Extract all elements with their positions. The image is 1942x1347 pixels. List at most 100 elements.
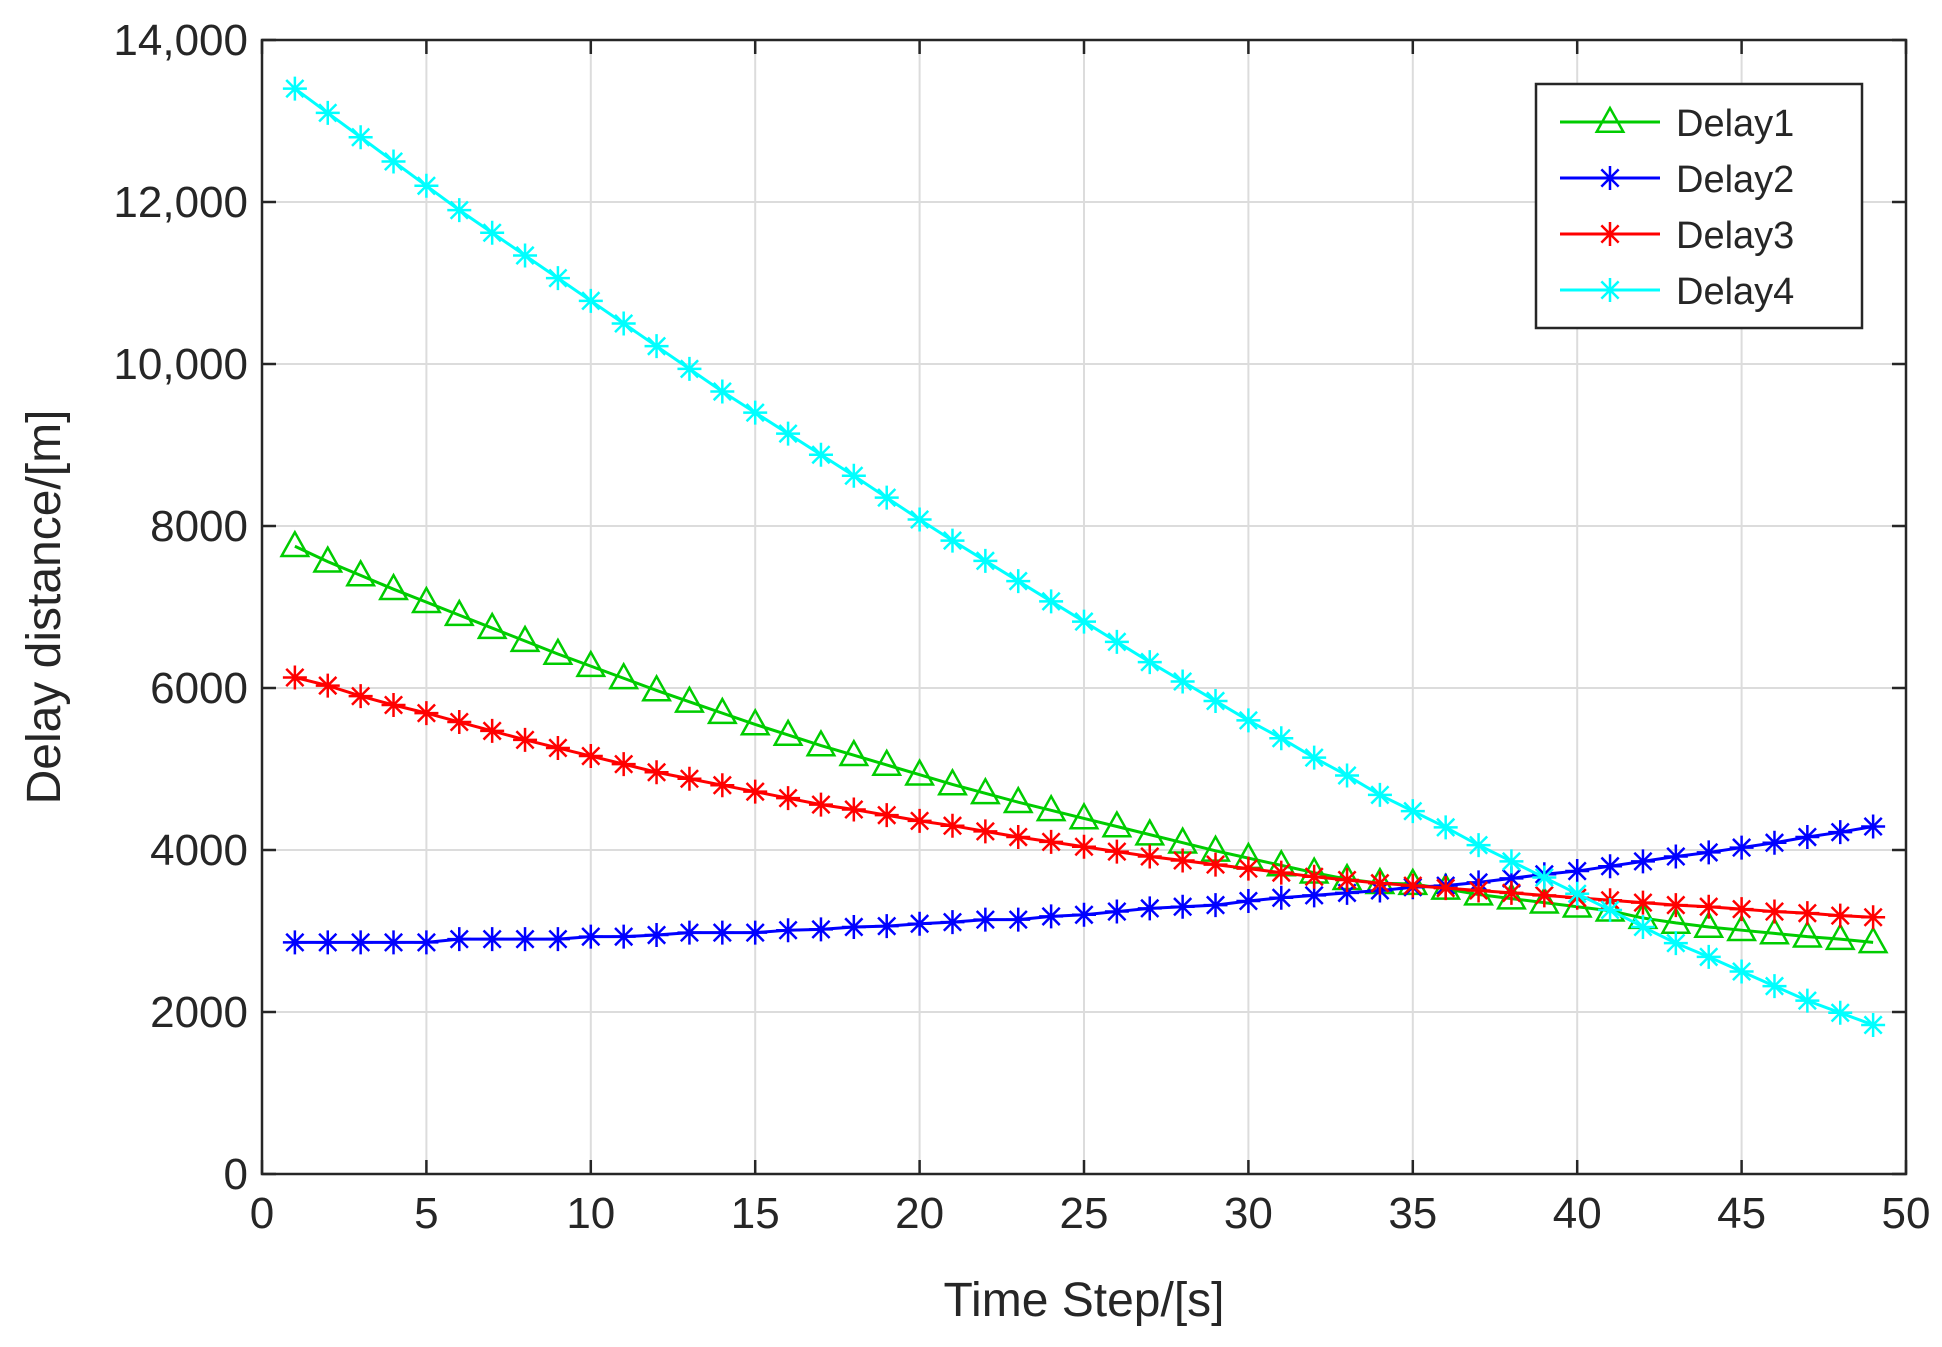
data-point-delay4 (1203, 688, 1228, 713)
y-axis-title: Delay distance/[m] (18, 410, 71, 805)
data-point-delay1 (1824, 922, 1856, 951)
data-point-delay3 (480, 718, 505, 743)
data-point-delay2 (348, 930, 373, 955)
data-point-delay2 (1072, 902, 1096, 927)
data-point-delay3 (940, 813, 965, 838)
data-point-delay4 (874, 485, 899, 510)
data-point-delay3 (513, 727, 538, 752)
y-tick-label: 0 (224, 1150, 248, 1199)
data-point-delay4 (381, 149, 406, 174)
data-point-delay4 (677, 356, 702, 381)
data-point-delay1 (674, 685, 705, 713)
data-point-delay3 (743, 779, 768, 804)
data-point-delay2 (282, 930, 307, 955)
data-point-delay3 (414, 701, 439, 726)
data-point-delay1 (509, 624, 541, 653)
data-point-delay2 (940, 910, 965, 935)
data-point-delay4 (1236, 708, 1261, 733)
data-point-delay3 (1137, 844, 1162, 869)
x-tick-label: 40 (1553, 1189, 1602, 1238)
data-point-delay1 (1068, 801, 1100, 830)
data-point-delay4 (1335, 763, 1360, 788)
data-point-delay3 (874, 803, 899, 828)
data-point-delay1 (279, 529, 311, 558)
data-point-delay4 (907, 507, 932, 532)
data-point-delay2 (1170, 894, 1195, 919)
data-point-delay1 (838, 738, 870, 767)
x-tick-label: 5 (414, 1189, 438, 1238)
y-tick-label: 8000 (150, 502, 248, 551)
data-point-delay2 (907, 911, 932, 936)
data-point-delay2 (1663, 844, 1688, 869)
legend-label: Delay1 (1676, 103, 1794, 145)
data-point-delay1 (476, 611, 508, 640)
data-point-delay3 (1269, 860, 1294, 885)
data-point-delay2 (677, 920, 702, 945)
x-tick-label: 20 (895, 1189, 944, 1238)
data-point-delay2 (1269, 885, 1294, 910)
data-point-delay4 (1039, 589, 1064, 614)
legend-label: Delay3 (1676, 215, 1794, 257)
data-point-delay3 (1433, 876, 1458, 901)
data-point-delay2 (841, 914, 866, 939)
data-point-delay4 (1762, 974, 1787, 999)
legend: Delay1 Delay2 Delay3 Delay4 (1534, 82, 1864, 330)
data-point-delay2 (1236, 889, 1261, 914)
data-point-delay4 (710, 379, 735, 404)
data-point-delay1 (345, 558, 377, 587)
data-point-delay3 (841, 797, 866, 822)
data-point-delay3 (1302, 864, 1327, 889)
data-point-delay2 (1729, 835, 1754, 860)
data-point-delay1 (378, 572, 409, 601)
data-point-delay3 (282, 665, 307, 690)
legend-marker (1598, 222, 1622, 246)
data-point-delay3 (1828, 903, 1853, 928)
data-point-delay2 (644, 923, 669, 948)
data-point-delay3 (1367, 871, 1392, 896)
data-point-delay4 (1269, 726, 1294, 751)
data-point-delay4 (447, 198, 472, 223)
legend-box (1534, 82, 1864, 330)
data-point-delay4 (513, 243, 538, 268)
y-tick-label: 10,000 (113, 340, 248, 389)
data-point-delay2 (874, 914, 899, 939)
data-point-delay4 (1663, 931, 1688, 956)
data-point-delay3 (1236, 856, 1261, 881)
data-point-delay1 (312, 545, 344, 573)
data-point-delay3 (973, 819, 998, 844)
data-point-delay3 (1039, 829, 1064, 854)
data-point-delay3 (1795, 901, 1820, 926)
data-point-delay2 (1302, 883, 1327, 908)
legend-marker (1594, 105, 1626, 134)
data-point-delay3 (1532, 883, 1557, 908)
x-tick-label: 10 (566, 1189, 615, 1238)
data-point-delay2 (578, 924, 603, 949)
legend-label: Delay4 (1676, 271, 1794, 313)
data-point-delay4 (1137, 650, 1162, 675)
data-point-delay2 (1104, 899, 1129, 924)
data-point-delay1 (575, 649, 607, 678)
data-point-delay2 (1828, 820, 1853, 845)
data-point-delay4 (1466, 833, 1491, 858)
data-point-delay1 (706, 696, 738, 725)
data-point-delay3 (1466, 878, 1491, 903)
x-tick-label: 15 (731, 1189, 780, 1238)
data-point-delay1 (1791, 920, 1823, 948)
data-point-delay2 (545, 927, 570, 952)
data-point-delay2 (1861, 814, 1886, 839)
data-point-delay4 (1598, 897, 1623, 922)
data-point-delay3 (1762, 899, 1787, 924)
data-point-delay3 (1072, 834, 1096, 859)
data-point-delay1 (542, 637, 574, 666)
data-point-delay2 (1335, 880, 1360, 905)
data-point-delay3 (315, 673, 340, 698)
data-point-delay4 (743, 400, 768, 425)
data-point-delay3 (447, 710, 472, 735)
data-point-delay3 (1630, 890, 1655, 915)
x-tick-label: 35 (1388, 1189, 1437, 1238)
data-point-delay1 (1101, 809, 1133, 838)
data-point-delay4 (1630, 914, 1655, 939)
series-delay2 (282, 814, 1886, 955)
data-point-delay1 (1002, 785, 1034, 814)
data-point-delay1 (608, 661, 640, 690)
